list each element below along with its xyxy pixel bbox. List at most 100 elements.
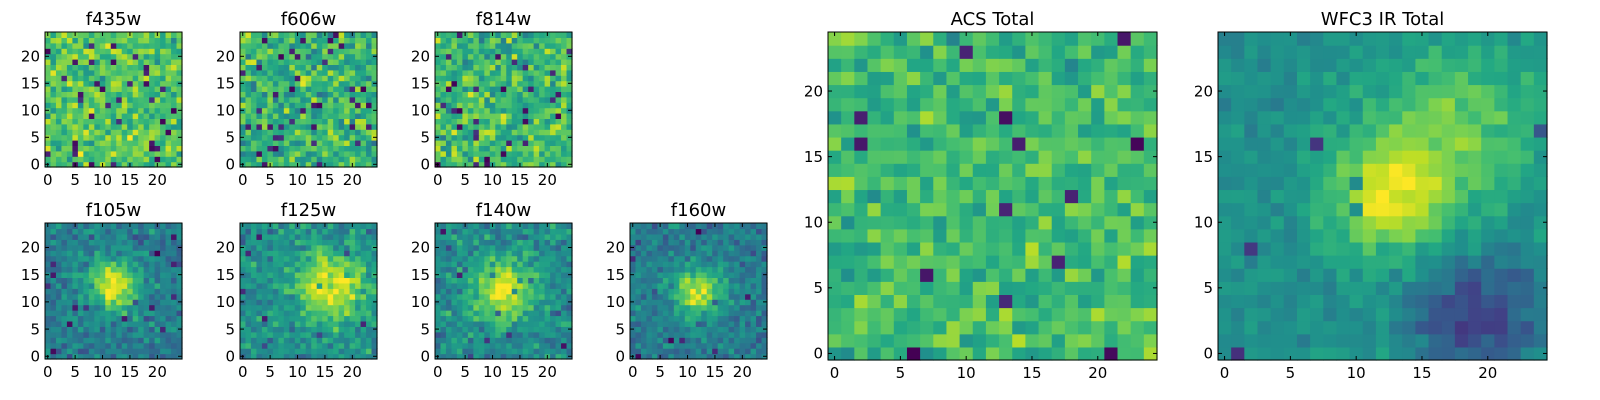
heatmap-cell [289,69,296,76]
heatmap-cell [695,255,702,262]
heatmap-cell [517,233,524,240]
heatmap-cell [366,129,373,136]
heatmap-cell [121,96,128,103]
heatmap-cell [467,250,474,257]
heatmap-cell [105,233,112,240]
heatmap-cell [327,239,334,246]
heatmap-cell [522,113,529,119]
heatmap-cell [435,342,442,349]
heatmap-cell [327,342,334,349]
heatmap-cell [289,353,296,360]
heatmap-cell [154,282,161,289]
heatmap-cell [283,288,290,295]
heatmap-cell [160,96,167,103]
heatmap-cell [94,310,101,317]
heatmap-cell [99,80,106,87]
heatmap-cell [55,80,63,87]
heatmap-cell [132,239,139,246]
heatmap-cell [695,315,702,322]
heatmap-cell [99,129,106,136]
heatmap-cell [880,333,895,348]
heatmap-cell [171,161,178,168]
heatmap-cell [176,113,183,119]
heatmap-cell [250,145,258,152]
heatmap-cell [462,342,469,349]
heatmap-cell [283,48,290,55]
heatmap-cell [322,310,329,317]
heatmap-cell [165,102,172,109]
heatmap-cell [121,123,128,130]
heatmap-cell [445,315,453,322]
heatmap-cell [316,326,323,333]
heatmap-cell [272,277,279,284]
heatmap-cells [45,223,183,360]
heatmap-cell [555,156,562,163]
heatmap-cell [566,145,573,152]
heatmap-cell [841,268,855,282]
heatmap-cell [110,255,117,262]
heatmap-cell [734,239,741,246]
heatmap-cell [333,123,340,130]
y-tick-label: 15 [216,266,235,284]
heatmap-cell [651,223,658,230]
heatmap-cell [138,315,145,322]
heatmap-cell [662,342,669,349]
heatmap-cell [272,118,279,125]
heatmap-cell [1130,228,1145,243]
heatmap-cell [127,266,134,273]
heatmap-cell [440,53,447,60]
heatmap-cell [283,80,290,87]
heatmap-cell [673,250,680,257]
heatmap-cell [972,346,987,361]
heatmap-cell [712,239,719,246]
heatmap-cell [94,140,101,146]
heatmap-cell [250,271,258,278]
heatmap-cell [506,288,513,295]
heatmap-cell [154,145,161,152]
heatmap-cell [467,282,474,289]
heatmap-cell [272,244,279,251]
heatmap-cell [467,96,474,103]
heatmap-cell [110,69,117,76]
heatmap-cell [734,353,741,360]
heatmap-cell [272,353,279,360]
heatmap-cell [88,315,95,322]
heatmap-cell [322,266,329,273]
heatmap-cell [245,353,252,360]
heatmap-cell [522,69,529,76]
heatmap-cell [555,113,562,119]
heatmap-cell [245,250,252,257]
heatmap-cell [72,80,79,87]
heatmap-cell [462,129,469,136]
heatmap-cell [880,202,895,217]
heatmap-cell [828,228,842,243]
heatmap-cell [99,37,106,44]
heatmap-cell [105,331,112,338]
heatmap-cell [355,75,362,82]
heatmap-cell [495,107,502,114]
heatmap-cell [250,150,258,157]
heatmap-cell [267,129,274,136]
heatmap-cell [121,59,128,65]
heatmap-cell [728,239,735,246]
heatmap-cell [289,315,296,322]
heatmap-cell [160,64,167,71]
heatmap-cell [66,53,73,60]
heatmap-cell [154,64,161,71]
heatmap-cell [300,156,307,163]
heatmap-cell [50,271,57,278]
heatmap-cell [662,299,669,306]
heatmap-cell [657,233,664,240]
heatmap-cell [920,215,934,230]
heatmap-cell [473,113,480,119]
heatmap-cell [1038,241,1053,256]
heatmap-cell [734,250,741,257]
heatmap-cell [121,255,128,262]
heatmap-cell [99,75,106,82]
heatmap-cell [445,96,453,103]
heatmap-cell [728,315,735,322]
heatmap-cell [706,266,713,273]
heatmap-cell [149,342,156,349]
heatmap-cell [355,59,362,65]
heatmap-cell [668,233,675,240]
